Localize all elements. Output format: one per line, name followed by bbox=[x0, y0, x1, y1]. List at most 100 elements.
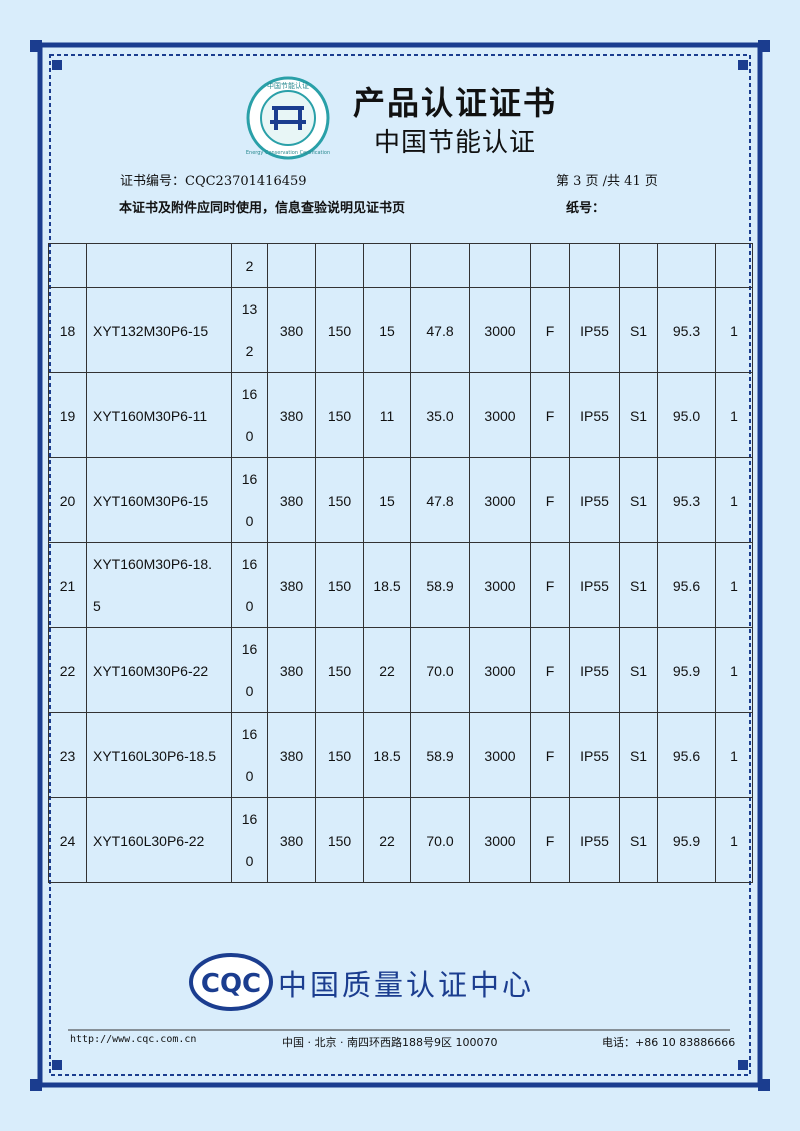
outer-border bbox=[37, 42, 763, 1088]
table-cell: 1 bbox=[715, 542, 753, 629]
table-cell: XYT160L30P6-18.5 bbox=[86, 712, 232, 799]
cell-text: 47.8 bbox=[426, 322, 454, 339]
table-cell: 150 bbox=[315, 287, 364, 374]
cell-text: 3000 bbox=[484, 577, 516, 594]
cell-text: 150 bbox=[327, 577, 352, 594]
cell-text: 58.9 bbox=[426, 747, 454, 764]
table-cell: 132 bbox=[231, 287, 268, 374]
table-cell: 35.0 bbox=[410, 372, 470, 459]
cqc-logo: CQC bbox=[189, 953, 273, 1011]
table-cell: XYT132M30P6-15 bbox=[86, 287, 232, 374]
table-cell: 3000 bbox=[469, 287, 531, 374]
cell-text: 3000 bbox=[484, 662, 516, 679]
cell-text: 18.5 bbox=[373, 747, 401, 764]
cell-text: IP55 bbox=[580, 577, 609, 594]
cell-text: 160 bbox=[241, 726, 258, 785]
cell-text: 35.0 bbox=[426, 407, 454, 424]
table-cell bbox=[86, 242, 232, 289]
table-cell: 70.0 bbox=[410, 627, 470, 714]
cell-text: F bbox=[545, 747, 555, 764]
table-cell: XYT160M30P6-15 bbox=[86, 457, 232, 544]
table-cell bbox=[569, 242, 620, 289]
table-cell: 160 bbox=[231, 542, 268, 629]
table-cell: 380 bbox=[267, 542, 316, 629]
table-cell bbox=[48, 242, 87, 289]
table-cell: 95.9 bbox=[657, 627, 716, 714]
table-cell: 380 bbox=[267, 797, 316, 884]
table-row: 2 bbox=[48, 242, 753, 289]
cell-text: 23 bbox=[59, 747, 76, 764]
table-cell: 22 bbox=[363, 627, 411, 714]
table-cell: IP55 bbox=[569, 372, 620, 459]
table-cell bbox=[410, 242, 470, 289]
table-cell: 1 bbox=[715, 627, 753, 714]
cell-text: 380 bbox=[279, 492, 304, 509]
table-cell: 21 bbox=[48, 542, 87, 629]
cell-text: IP55 bbox=[580, 407, 609, 424]
table-cell: 160 bbox=[231, 372, 268, 459]
table-row: 22 XYT160M30P6-22 160 380 150 22 70.0 3000 F IP55… bbox=[48, 627, 753, 714]
table-cell: 1 bbox=[715, 287, 753, 374]
table-row: 21 XYT160M30P6-18.5 160 380 150 18.5 58.9 3000 F… bbox=[48, 542, 753, 629]
cell-text: XYT160M30P6-15 bbox=[93, 492, 209, 509]
table-cell: IP55 bbox=[569, 287, 620, 374]
cell-text: 2 bbox=[245, 258, 254, 275]
model-table: 2 18 XYT132M30P6-15 132 380 150 15 47.8 3000 F IP5… bbox=[48, 242, 753, 884]
cell-text: 380 bbox=[279, 577, 304, 594]
cell-text: 24 bbox=[59, 832, 76, 849]
note: 本证书及附件应同时使用，信息查验说明见证书页 bbox=[119, 201, 406, 216]
cell-text: S1 bbox=[629, 492, 648, 509]
page-number: 第 3 页 /共 41 页 bbox=[556, 174, 658, 189]
cell-text: 3000 bbox=[484, 747, 516, 764]
cell-text: 11 bbox=[379, 407, 395, 424]
table-row: 20 XYT160M30P6-15 160 380 150 15 47.8 3000 F IP55… bbox=[48, 457, 753, 544]
cell-text: 150 bbox=[327, 747, 352, 764]
cell-text: 95.6 bbox=[672, 577, 701, 594]
cell-text: 22 bbox=[59, 662, 76, 679]
title: 产品认证证书 bbox=[352, 84, 557, 122]
table-cell: 22 bbox=[363, 797, 411, 884]
table-cell: 150 bbox=[315, 712, 364, 799]
cell-text: 150 bbox=[327, 832, 352, 849]
cell-text: IP55 bbox=[580, 747, 609, 764]
cell-text: 380 bbox=[279, 322, 304, 339]
table-cell: 3000 bbox=[469, 542, 531, 629]
table-cell: 380 bbox=[267, 627, 316, 714]
table-cell: XYT160M30P6-11 bbox=[86, 372, 232, 459]
cell-text: S1 bbox=[629, 577, 648, 594]
table-cell: 58.9 bbox=[410, 542, 470, 629]
cell-text: 1 bbox=[730, 832, 738, 849]
cell-text: 380 bbox=[279, 832, 304, 849]
table-cell: 15 bbox=[363, 287, 411, 374]
table-cell: S1 bbox=[619, 287, 658, 374]
table-cell: 95.3 bbox=[657, 287, 716, 374]
table-cell: 3000 bbox=[469, 457, 531, 544]
table-cell: 23 bbox=[48, 712, 87, 799]
cell-text: XYT160M30P6-22 bbox=[93, 662, 209, 679]
url: http://www.cqc.com.cn bbox=[70, 1034, 197, 1045]
table-cell: 1 bbox=[715, 712, 753, 799]
cell-text: IP55 bbox=[580, 662, 609, 679]
table-cell: S1 bbox=[619, 542, 658, 629]
cell-text: 22 bbox=[379, 832, 395, 849]
cell-text: 18.5 bbox=[373, 577, 401, 594]
table-cell: 95.9 bbox=[657, 797, 716, 884]
table-cell: 20 bbox=[48, 457, 87, 544]
table-cell: 160 bbox=[231, 712, 268, 799]
table-cell: 18.5 bbox=[363, 542, 411, 629]
cell-text: XYT132M30P6-15 bbox=[93, 322, 209, 339]
table-cell: 3000 bbox=[469, 627, 531, 714]
subtitle: 中国节能认证 bbox=[373, 128, 536, 158]
cell-text: F bbox=[545, 492, 555, 509]
table-cell: 1 bbox=[715, 372, 753, 459]
cell-text: 1 bbox=[730, 322, 738, 339]
table-cell: F bbox=[530, 712, 570, 799]
cell-text: 150 bbox=[327, 407, 352, 424]
table-cell: 380 bbox=[267, 712, 316, 799]
cell-text: 95.3 bbox=[672, 492, 701, 509]
table-cell: 150 bbox=[315, 627, 364, 714]
cell-text: XYT160L30P6-22 bbox=[93, 832, 205, 849]
cell-text: 15 bbox=[379, 492, 395, 509]
cell-text: 19 bbox=[59, 407, 76, 424]
